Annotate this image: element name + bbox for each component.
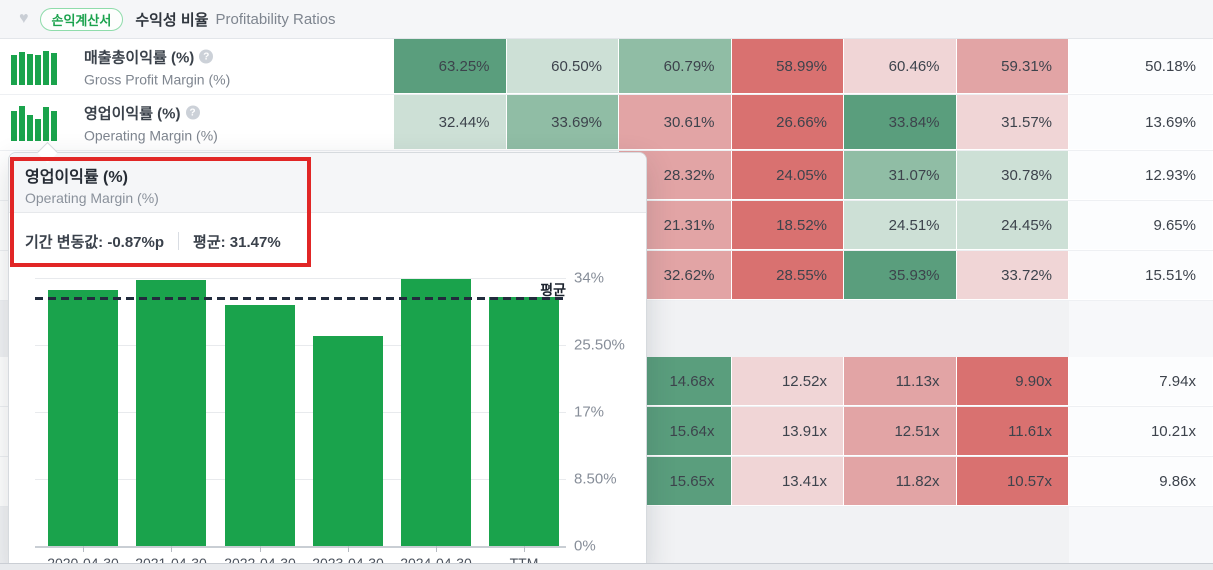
gap-last-column (1069, 507, 1213, 564)
help-icon[interactable]: ? (199, 49, 214, 64)
y-axis-tick-label: 34% (574, 269, 605, 287)
heatmap-cell[interactable]: 10.21x (1069, 407, 1213, 456)
heatmap-cell[interactable]: 24.51% (844, 201, 957, 250)
heatmap-cell[interactable]: 12.93% (1069, 151, 1213, 200)
y-axis-tick-label: 0% (574, 537, 596, 555)
chart-gridline (35, 412, 566, 413)
heatmap-cell[interactable]: 13.41x (731, 457, 844, 506)
heatmap-cell[interactable]: 63.25% (394, 39, 507, 94)
heatmap-cell[interactable]: 9.86x (1069, 457, 1213, 506)
heatmap-cell[interactable]: 28.55% (731, 251, 844, 300)
stat-divider (178, 232, 180, 250)
heatmap-cell[interactable]: 31.57% (956, 95, 1069, 150)
heatmap-cell[interactable]: 11.13x (844, 357, 957, 406)
y-axis-tick-label: 17% (574, 403, 605, 421)
section-header: ♥ 손익계산서 수익성 비율 Profitability Ratios (0, 0, 1213, 39)
heatmap-cell[interactable]: 58.99% (731, 39, 844, 94)
bar-TTM[interactable] (489, 297, 559, 546)
heatmap-cell[interactable]: 50.18% (1069, 39, 1213, 94)
heatmap-cell[interactable]: 12.51x (844, 407, 957, 456)
period-change-stat: 기간 변동값: -0.87%p (25, 233, 165, 251)
tooltip-header: 영업이익률 (%) Operating Margin (%) (9, 153, 646, 213)
page-title-en: Profitability Ratios (215, 10, 336, 28)
tooltip-title: 영업이익률 (%) (25, 169, 128, 186)
metric-label-ko: 영업이익률 (%) (84, 105, 181, 122)
metric-label-ko: 매출총이익률 (%) (84, 49, 195, 66)
mini-bar-chart-icon (11, 105, 63, 141)
page-title: 수익성 비율 (135, 11, 209, 29)
bar-2022-04-30[interactable] (225, 304, 295, 546)
metric-label: 매출총이익률 (%)? Gross Profit Margin (%) (84, 46, 230, 87)
heatmap-cell[interactable]: 12.52x (731, 357, 844, 406)
tooltip-subtitle: Operating Margin (%) (25, 190, 159, 206)
heatmap-cell[interactable]: 18.52% (731, 201, 844, 250)
bar-2021-04-30[interactable] (136, 280, 206, 546)
bar-2023-04-30[interactable] (313, 335, 383, 546)
gap-last-column (1069, 301, 1213, 357)
help-icon[interactable]: ? (185, 105, 200, 120)
bar-2024-04-30[interactable] (401, 279, 471, 546)
operating-margin-bar-chart: 0%8.50%17%25.50%34%2020-04-302021-04-302… (9, 269, 648, 570)
heatmap-cell[interactable]: 10.57x (956, 457, 1069, 506)
heatmap-cell[interactable]: 60.50% (506, 39, 619, 94)
heatmap-cell[interactable]: 35.93% (844, 251, 957, 300)
heatmap-cell[interactable]: 60.79% (619, 39, 732, 94)
y-axis-tick-label: 8.50% (574, 470, 617, 488)
metric-tooltip-popup: 영업이익률 (%) Operating Margin (%) 기간 변동값: -… (8, 152, 647, 570)
x-axis-tickmark (524, 546, 525, 552)
heatmap-cell[interactable]: 59.31% (956, 39, 1069, 94)
heatmap-cell[interactable]: 24.45% (956, 201, 1069, 250)
x-axis-tickmark (348, 546, 349, 552)
heatmap-cell[interactable]: 11.82x (844, 457, 957, 506)
average-dashed-line (35, 296, 566, 300)
favorite-heart-icon[interactable]: ♥ (19, 10, 29, 27)
horizontal-scrollbar[interactable] (0, 563, 1213, 570)
x-axis-tickmark (436, 546, 437, 552)
heatmap-cell[interactable]: 33.84% (844, 95, 957, 150)
heatmap-cell[interactable]: 15.51% (1069, 251, 1213, 300)
table-row[interactable]: 매출총이익률 (%)? Gross Profit Margin (%) 63.25%… (0, 39, 1213, 95)
heatmap-cell[interactable]: 13.69% (1069, 95, 1213, 150)
heatmap-cell[interactable]: 11.61x (956, 407, 1069, 456)
chart-gridline (35, 278, 566, 279)
metric-label-en: Gross Profit Margin (%) (84, 71, 231, 87)
heatmap-cell[interactable]: 24.05% (731, 151, 844, 200)
average-stat: 평균: 31.47% (193, 233, 281, 251)
chart-gridline (35, 479, 566, 480)
y-axis-tick-label: 25.50% (574, 336, 625, 354)
heatmap-cell[interactable]: 13.91x (731, 407, 844, 456)
heatmap-cell[interactable]: 33.72% (956, 251, 1069, 300)
income-statement-badge[interactable]: 손익계산서 (39, 7, 124, 31)
heatmap-cell[interactable]: 31.07% (844, 151, 957, 200)
x-axis-tickmark (83, 546, 84, 552)
heatmap-cell[interactable]: 33.69% (506, 95, 619, 150)
heatmap-cell[interactable]: 7.94x (1069, 357, 1213, 406)
table-row[interactable]: 영업이익률 (%)? Operating Margin (%) 32.44% 33.6… (0, 95, 1213, 151)
x-axis-tickmark (171, 546, 172, 552)
chart-gridline (35, 546, 566, 548)
heatmap-cell[interactable]: 9.65% (1069, 201, 1213, 250)
x-axis-tickmark (260, 546, 261, 552)
heatmap-cell[interactable]: 9.90x (956, 357, 1069, 406)
tooltip-stats: 기간 변동값: -0.87%p 평균: 31.47% (9, 213, 646, 269)
mini-bar-chart-icon (11, 49, 63, 85)
heatmap-cell[interactable]: 60.46% (844, 39, 957, 94)
heatmap-cell[interactable]: 30.78% (956, 151, 1069, 200)
bar-2020-04-30[interactable] (48, 290, 118, 546)
chart-gridline (35, 345, 566, 346)
average-line-label: 평균 (540, 281, 566, 298)
metric-label: 영업이익률 (%)? Operating Margin (%) (84, 102, 218, 143)
heatmap-cell[interactable]: 32.44% (394, 95, 507, 150)
heatmap-cell[interactable]: 30.61% (619, 95, 732, 150)
metric-label-en: Operating Margin (%) (84, 127, 218, 143)
heatmap-cell[interactable]: 26.66% (731, 95, 844, 150)
